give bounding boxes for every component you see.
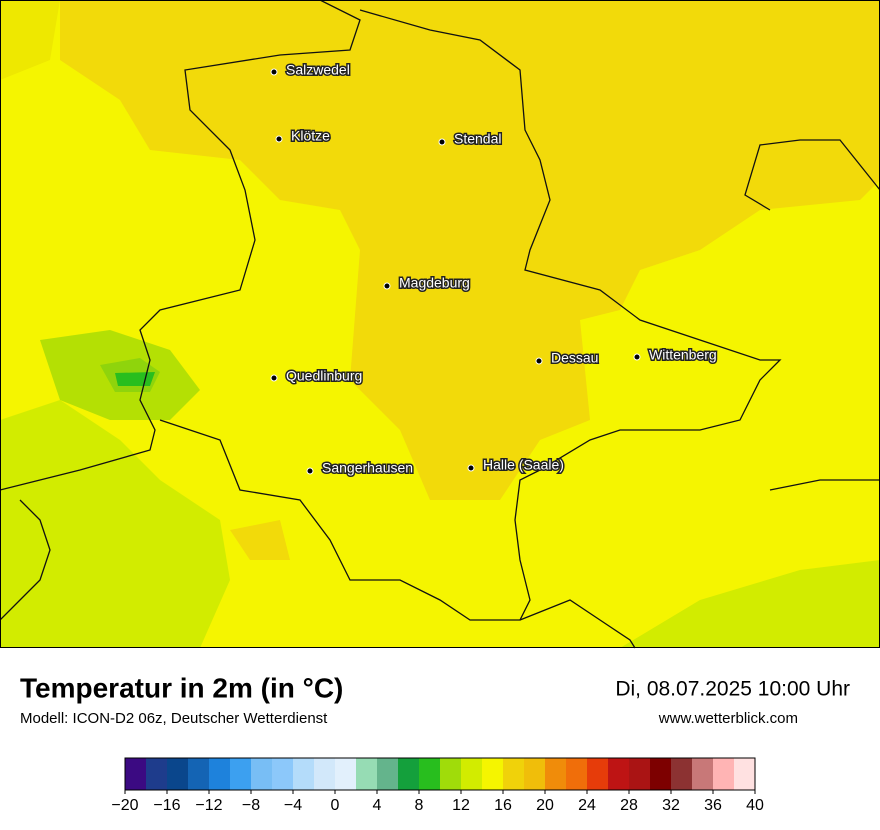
colorbar-bin [314,758,335,790]
colorbar-bin [692,758,713,790]
colorbar-tick-label: −20 [111,797,138,814]
colorbar-bin [671,758,692,790]
colorbar-bin [650,758,671,790]
colorbar-bin [566,758,587,790]
city-label: Salzwedel [286,62,350,78]
colorbar-bin [167,758,188,790]
colorbar-tick-label: 24 [578,797,596,814]
colorbar-bin [356,758,377,790]
border [0,0,361,491]
colorbar-tick-label: 0 [331,797,340,814]
city-label: Halle (Saale) [483,457,564,473]
colorbar-bin [734,758,755,790]
cities: Salzwedel Klötze Stendal Magdeburg Dessa… [270,60,718,477]
city-dot [467,464,475,472]
colorbar-tick-label: 32 [662,797,680,814]
city-dot [306,467,314,475]
colorbar-bin [293,758,314,790]
colorbar-tick-label: 40 [746,797,764,814]
city-dot [535,357,543,365]
title: Temperatur in 2m (in °C) [20,672,343,703]
colorbar-bin [461,758,482,790]
colorbar-tick-label: −12 [195,797,222,814]
border [769,479,880,491]
colorbar-tick-label: 20 [536,797,554,814]
colorbar-bin [440,758,461,790]
city-label: Wittenberg [649,347,717,363]
city-label: Dessau [551,350,598,366]
cool-spot [115,372,155,386]
colorbar-bin [524,758,545,790]
warm-region [60,0,880,500]
city-dot [383,282,391,290]
colorbar-bin [587,758,608,790]
colorbar-frame [124,757,756,791]
colorbar-tick-label: 12 [452,797,470,814]
warm-edge [0,0,60,80]
city-dot [275,135,283,143]
cool-region [620,560,880,648]
warm-spot [230,520,290,560]
colorbar-bin [335,758,356,790]
site: www.wetterblick.com [658,710,798,727]
city-label: Sangerhausen [322,460,413,476]
colorbar-bin [188,758,209,790]
colorbar-tick-label: −16 [153,797,180,814]
border [159,9,782,621]
border [744,139,880,211]
colorbar-tick-label: 28 [620,797,638,814]
border [0,499,51,621]
colorbar: −20 −16 −12 −8 −4 0 4 8 12 16 20 24 28 32 36 40 [111,757,764,814]
colorbar-bin [398,758,419,790]
colorbar-bin [272,758,293,790]
colorbar-bin [545,758,566,790]
city-label: Stendal [454,131,501,147]
cool-region [0,400,230,648]
colorbar-tick-label: −4 [284,797,302,814]
city-dot [270,374,278,382]
colorbar-tick-label: 16 [494,797,512,814]
colorbar-bin [482,758,503,790]
date: Di, 08.07.2025 10:00 Uhr [615,678,850,701]
colorbar-bin [209,758,230,790]
colorbar-tick-label: 8 [415,797,424,814]
colorbar-bin [629,758,650,790]
colorbar-tick-label: 4 [373,797,382,814]
colorbar-bin [251,758,272,790]
colorbar-tick-label: −8 [242,797,260,814]
colorbar-bin [713,758,734,790]
colorbar-bin [377,758,398,790]
colorbar-bin [503,758,524,790]
city-dot [270,68,278,76]
colorbar-bin [230,758,251,790]
colorbar-bin [419,758,440,790]
colorbar-bin [608,758,629,790]
city-label: Klötze [291,128,330,144]
border [519,599,636,649]
colorbar-bin [146,758,167,790]
colorbar-tick-label: 36 [704,797,722,814]
subtitle: Modell: ICON-D2 06z, Deutscher Wetterdie… [20,710,328,727]
colorbar-bin [125,758,146,790]
city-label: Magdeburg [399,275,470,291]
city-dot [438,138,446,146]
map: Salzwedel Klötze Stendal Magdeburg Dessa… [0,0,880,649]
city-label: Quedlinburg [286,368,362,384]
city-dot [633,353,641,361]
